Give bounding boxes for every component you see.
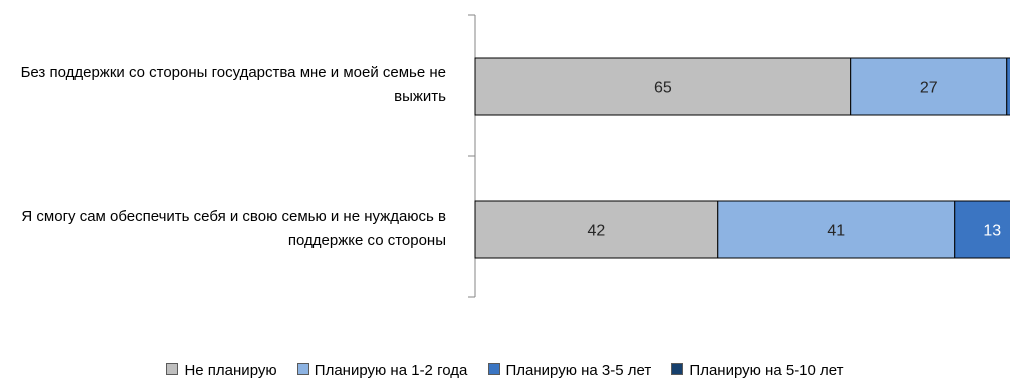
category-label-1: Я смогу сам обеспечить себя и свою семью… [21, 208, 446, 249]
legend-item-ne-planiruyu: Не планирую [166, 362, 277, 379]
data-label-2-1: 42 [587, 223, 605, 240]
legend-label: Не планирую [184, 362, 277, 379]
legend: Не планирую Планирую на 1-2 года Планиру… [0, 362, 1010, 379]
category-axis [468, 14, 476, 298]
bar-segment-1-2 [850, 57, 1008, 116]
legend-swatch [671, 363, 684, 375]
bar-segment-1-1 [474, 57, 852, 116]
category-label-0: Без поддержки со стороны государства мне… [20, 64, 446, 105]
data-label-2-2: 41 [827, 223, 845, 240]
legend-item-3-5-let: Планирую на 3-5 лет [487, 362, 652, 379]
legend-label: Планирую на 5-10 лет [689, 362, 844, 379]
legend-item-5-10-let: Планирую на 5-10 лет [671, 362, 844, 379]
data-label-group: 6527614241134 [587, 80, 1001, 240]
data-label-1-1: 65 [654, 80, 672, 97]
legend-swatch [296, 363, 309, 375]
bar-segment-2-3 [954, 200, 1010, 259]
legend-label: Планирую на 1-2 года [314, 362, 468, 379]
legend-swatch [166, 363, 179, 375]
data-label-2-3: 13 [983, 223, 1001, 240]
bar-segment-1-3 [1006, 57, 1010, 116]
bar-series-group [474, 57, 1010, 259]
bar-segment-2-1 [474, 200, 719, 259]
legend-swatch [487, 363, 500, 375]
legend-item-1-2-goda: Планирую на 1-2 года [296, 362, 468, 379]
data-label-1-2: 27 [920, 80, 938, 97]
legend-label: Планирую на 3-5 лет [505, 362, 652, 379]
bar-segment-2-2 [717, 200, 956, 259]
